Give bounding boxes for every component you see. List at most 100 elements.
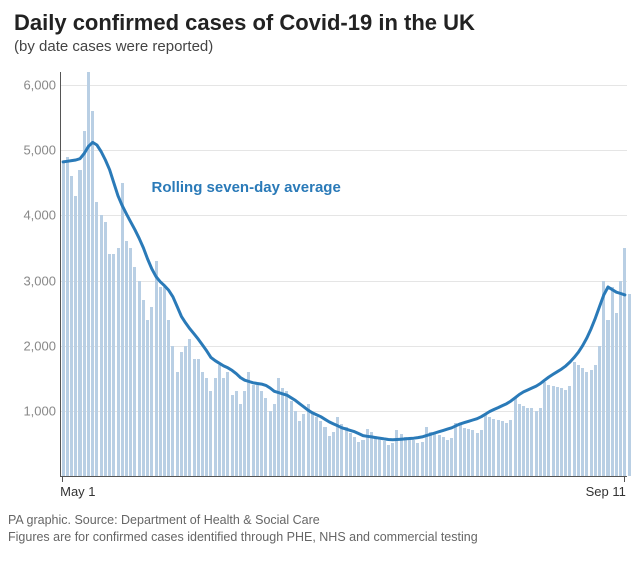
bar — [594, 365, 597, 476]
bar — [615, 313, 618, 476]
bar — [543, 382, 546, 476]
bar — [501, 421, 504, 476]
series-annotation: Rolling seven-day average — [152, 179, 341, 196]
bar — [125, 241, 128, 476]
bar — [91, 111, 94, 476]
bar — [176, 372, 179, 476]
bar — [302, 414, 305, 476]
bar — [184, 346, 187, 476]
bar — [429, 432, 432, 476]
x-tick-label: Sep 11 — [586, 484, 626, 499]
bar — [383, 441, 386, 476]
bar — [142, 300, 145, 476]
bar — [526, 408, 529, 476]
bar — [530, 408, 533, 476]
bar — [598, 346, 601, 476]
y-axis-labels: 1,0002,0003,0004,0005,0006,000 — [14, 72, 60, 476]
bar — [345, 427, 348, 476]
y-tick-label: 4,000 — [16, 208, 56, 223]
bar — [421, 442, 424, 476]
bar — [585, 372, 588, 476]
bar — [205, 378, 208, 476]
bar — [353, 437, 356, 476]
bar — [581, 368, 584, 476]
bar — [273, 404, 276, 476]
bar — [315, 417, 318, 476]
bar — [290, 401, 293, 476]
bar — [66, 157, 69, 476]
bar — [590, 370, 593, 476]
bar — [623, 248, 626, 476]
source-attribution: PA graphic. Source: Department of Health… — [8, 512, 478, 546]
bar — [518, 404, 521, 476]
bar — [535, 411, 538, 476]
bar — [201, 372, 204, 476]
bar — [171, 346, 174, 476]
y-tick-label: 2,000 — [16, 338, 56, 353]
bar — [239, 404, 242, 476]
bar — [463, 428, 466, 476]
bar — [247, 372, 250, 476]
bar — [416, 443, 419, 476]
bar — [129, 248, 132, 476]
figure: { "title": "Daily confirmed cases of Cov… — [0, 0, 640, 586]
x-tick — [624, 476, 625, 482]
bar — [336, 417, 339, 476]
bar — [446, 440, 449, 476]
bar — [340, 424, 343, 476]
bar — [62, 163, 65, 476]
bar — [484, 414, 487, 476]
bar — [197, 359, 200, 476]
bar — [522, 406, 525, 476]
bar — [260, 391, 263, 476]
bar — [180, 352, 183, 476]
bar — [87, 72, 90, 476]
bar — [497, 420, 500, 476]
bar — [121, 183, 124, 476]
bar — [391, 443, 394, 476]
bar — [70, 176, 73, 476]
bar — [509, 420, 512, 476]
bar — [243, 391, 246, 476]
bar — [387, 445, 390, 476]
bar — [133, 267, 136, 476]
bar — [117, 248, 120, 476]
bar — [159, 287, 162, 476]
bar — [606, 320, 609, 476]
bar — [370, 432, 373, 476]
bar — [425, 427, 428, 476]
y-tick-label: 3,000 — [16, 273, 56, 288]
bar — [231, 395, 234, 476]
bar — [193, 359, 196, 476]
bar — [214, 378, 217, 476]
bar — [366, 429, 369, 476]
bar — [361, 440, 364, 476]
bar — [264, 398, 267, 476]
bar — [488, 417, 491, 476]
bar — [438, 435, 441, 476]
bar — [539, 408, 542, 476]
bar — [357, 442, 360, 476]
y-tick-label: 5,000 — [16, 143, 56, 158]
bar — [573, 362, 576, 476]
bar — [459, 425, 462, 476]
y-tick-label: 6,000 — [16, 78, 56, 93]
source-line-1: PA graphic. Source: Department of Health… — [8, 512, 478, 529]
bar — [450, 438, 453, 476]
bar — [311, 414, 314, 476]
bar — [492, 419, 495, 476]
bar — [108, 254, 111, 476]
bar — [222, 378, 225, 476]
bar — [332, 432, 335, 476]
bar — [252, 385, 255, 476]
bar — [83, 131, 86, 476]
bar — [285, 391, 288, 476]
plot-area: Rolling seven-day average — [60, 72, 627, 477]
bar — [400, 434, 403, 476]
bar — [78, 170, 81, 476]
bar — [226, 372, 229, 476]
bar — [155, 261, 158, 476]
x-axis: May 1Sep 11 — [60, 476, 626, 504]
bar — [560, 388, 563, 476]
bar — [150, 307, 153, 476]
